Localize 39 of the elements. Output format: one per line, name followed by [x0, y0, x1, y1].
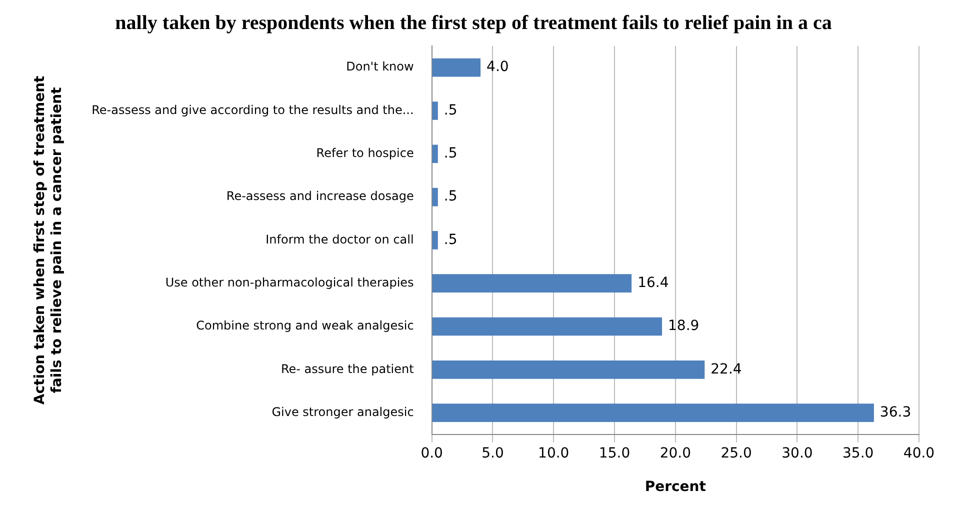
x-tick-label: 40.0 — [903, 445, 935, 462]
y-tick-label: Inform the doctor on call — [266, 232, 414, 246]
chart-title: nally taken by respondents when the first step of treatment fails to relief pain in a ca — [115, 12, 832, 34]
x-tick-label: 25.0 — [720, 445, 752, 462]
y-tick-label: Don't know — [346, 60, 414, 74]
y-tick-label: Use other non-pharmacological therapies — [165, 275, 414, 290]
x-tick-label: 5.0 — [482, 445, 504, 462]
y-tick-label: Re-assess and increase dosage — [226, 189, 414, 204]
x-tick-label: 10.0 — [538, 445, 570, 462]
data-label: 4.0 — [486, 59, 509, 76]
bar — [432, 144, 438, 164]
bar — [432, 404, 874, 422]
data-label: .5 — [444, 146, 458, 162]
x-tick-label: 15.0 — [598, 445, 630, 462]
data-label: 18.9 — [668, 318, 700, 334]
y-tick-label: Re- assure the patient — [280, 362, 414, 376]
data-label: .5 — [444, 232, 458, 248]
bar — [432, 231, 438, 250]
bar — [432, 58, 481, 77]
data-label: .5 — [444, 188, 458, 205]
x-tick-label: 0.0 — [420, 445, 443, 462]
data-label: 16.4 — [638, 274, 669, 291]
bar — [432, 188, 438, 206]
y-tick-label: Refer to hospice — [316, 146, 414, 160]
bar — [432, 317, 662, 336]
y-tick-label: Give stronger analgesic — [272, 404, 414, 419]
bar — [432, 274, 632, 293]
data-label: .5 — [444, 102, 458, 118]
data-label: 36.3 — [880, 404, 912, 420]
y-tick-label: Combine strong and weak analgesic — [196, 318, 414, 333]
bar — [432, 102, 438, 120]
y-tick-label: Re-assess and give according to the results and the... — [92, 102, 414, 117]
x-tick-label: 20.0 — [660, 445, 691, 462]
x-tick-label: 30.0 — [782, 445, 813, 462]
y-axis-title: Action taken when first step of treatment fails to relieve pain in a cancer patient — [32, 75, 65, 405]
x-tick-label: 35.0 — [842, 445, 874, 462]
x-axis-title: Percent — [644, 479, 706, 496]
bar — [432, 360, 705, 379]
data-label: 22.4 — [710, 361, 742, 378]
